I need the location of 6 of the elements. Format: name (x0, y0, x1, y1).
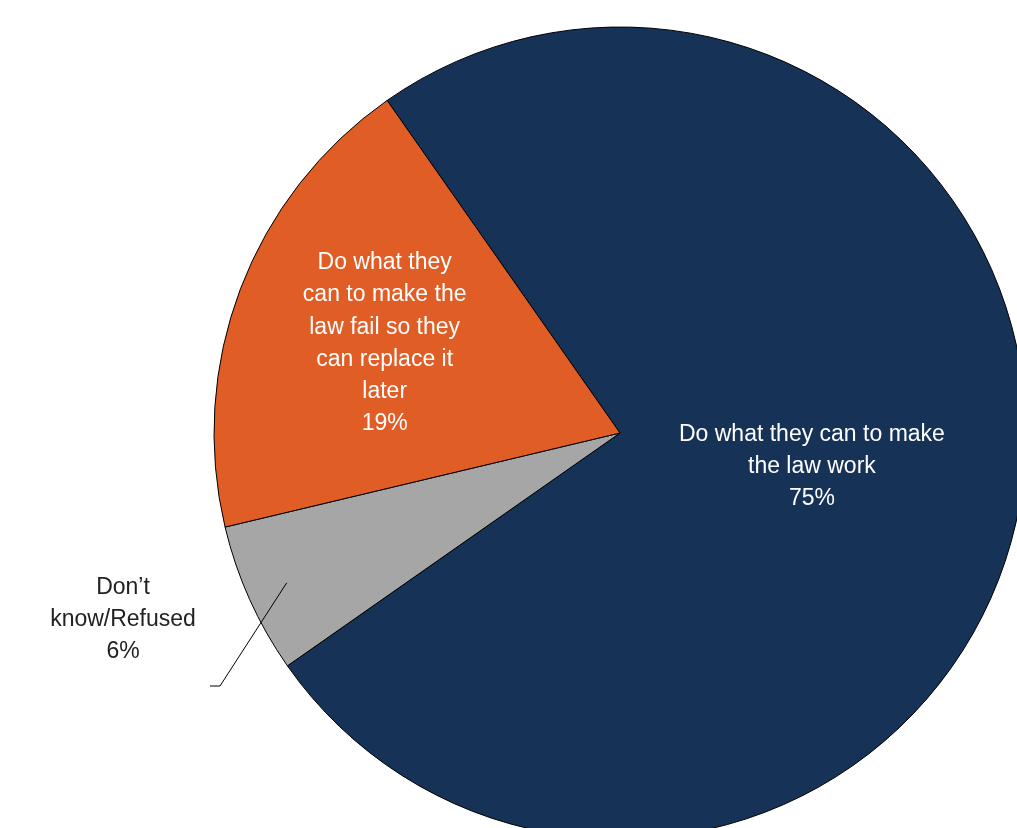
data-label: 75% (788, 484, 835, 511)
slice-label: Do what they can to make the law fail so they can replace it later (302, 248, 467, 403)
data-label: 19% (361, 409, 408, 436)
slice-label: Don’t know/Refused (50, 572, 196, 632)
slice-label: Do what they can to make the law work (678, 419, 945, 478)
data-label: 6% (106, 637, 140, 664)
